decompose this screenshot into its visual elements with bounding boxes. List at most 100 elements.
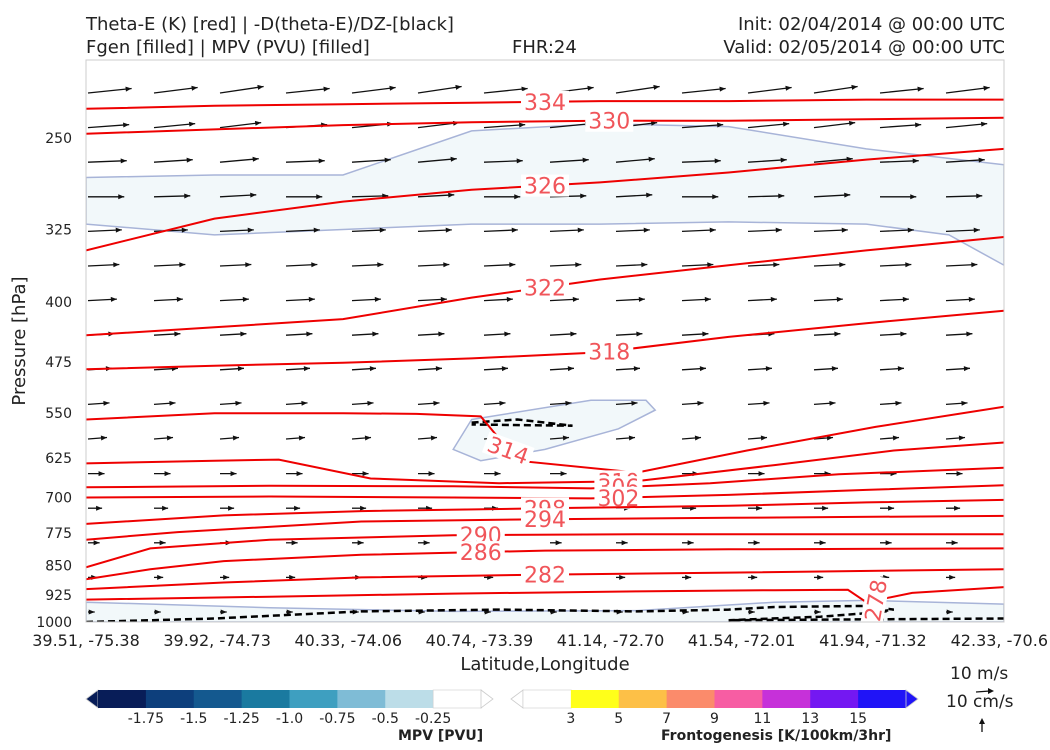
wind-vector-head (892, 435, 900, 441)
colorbar-swatch (666, 690, 715, 708)
wind-vector-head (237, 366, 244, 372)
axes: 250 325 400 475 550 625 700 775 850 925 100039.51,… (9, 59, 1048, 675)
wind-vector-head (118, 194, 125, 200)
wind-vector-head (494, 471, 501, 477)
wind-vector-head (103, 400, 110, 406)
wind-vector-head (521, 86, 528, 92)
colorbar-swatch (337, 690, 386, 708)
wind-vector-head (311, 262, 318, 268)
wind-vector-head (306, 331, 313, 337)
wind-vector-head (565, 400, 572, 406)
wind-vector (747, 122, 790, 129)
wind-vector-head (562, 435, 570, 441)
theta-e-contour-294 (86, 514, 1004, 541)
wind-vector-head (966, 331, 973, 337)
init-time: Init: 02/04/2014 @ 00:00 UTC (737, 14, 1005, 35)
fgen-colorbar-label: Frontogenesis [K/100km/3hr] (661, 728, 892, 744)
wind-vector (747, 159, 787, 163)
colorbar-tick-1: 3 (566, 711, 575, 727)
colorbar-end (510, 689, 524, 709)
wind-vector-head (169, 400, 176, 406)
wind-vector (351, 195, 389, 198)
colorbars: -1.75 -1.5 -1.25 -1.0 -0.75 -0.5 -0.25 3 5 7 9 11 13… (85, 689, 919, 727)
wind-vector (747, 195, 785, 198)
wind-scale (975, 688, 994, 732)
wind-vector-head (360, 505, 367, 511)
wind-vector-head (834, 331, 841, 337)
x-tick-label: 42.33, -70.6 (951, 631, 1048, 650)
wind-vector-head (511, 227, 518, 233)
x-tick-label: 39.92, -74.73 (163, 631, 271, 650)
wind-vector-head (717, 122, 724, 128)
colorbar-tick-1: 5 (614, 711, 623, 727)
wind-vector (615, 85, 660, 94)
wind-vector-head (435, 366, 442, 372)
wind-vector-head (587, 85, 594, 91)
wind-vector-head (973, 227, 980, 233)
wind-vector-head (313, 227, 320, 233)
y-tick-label: 250 (45, 131, 72, 147)
valid-time: Valid: 02/05/2014 @ 00:00 UTC (723, 37, 1005, 58)
wind-vector-head (836, 296, 843, 302)
wind-vector (681, 160, 721, 163)
wind-vector-head (709, 227, 716, 233)
wind-vector-head (758, 471, 765, 477)
wind-vector-head (100, 435, 108, 441)
colorbar-swatch (241, 690, 290, 708)
colorbar-swatch (193, 690, 243, 708)
wind-vector-head (443, 262, 450, 268)
wind-vector-head (782, 121, 790, 127)
wind-vector-head (650, 120, 658, 126)
y-tick-label: 925 (45, 588, 72, 604)
wind-vector-head (636, 331, 643, 337)
wind-vector-head (756, 505, 763, 511)
theta-e-contour-310 (86, 441, 1004, 485)
theta-e-label-bg (860, 574, 891, 622)
wind-vector-head (822, 505, 829, 511)
wind-vector-head (428, 471, 435, 477)
theta-e-label: 330 (588, 110, 630, 135)
wind-vector-head (951, 540, 958, 546)
wind-vector (351, 86, 396, 94)
wind-vector-head (770, 296, 777, 302)
wind-vector-head (582, 157, 589, 163)
wind-vector (549, 122, 592, 129)
wind-vector-head (895, 400, 902, 406)
wind-vector-head (570, 331, 577, 337)
colorbar-tick-0: -1.75 (128, 711, 164, 727)
wind-vector-head (888, 505, 895, 511)
wind-vector-head (252, 156, 259, 162)
wind-vector-head (230, 471, 237, 477)
wind-vector-head (123, 122, 130, 128)
wind-vector-head (423, 540, 430, 546)
wind-vector-head (980, 121, 988, 127)
wind-vector (879, 123, 922, 129)
wind-vector-head (308, 296, 315, 302)
wind-vector-head (917, 86, 924, 92)
y-axis-label: Pressure [hPa] (9, 276, 30, 405)
wind-vector-head (220, 609, 227, 615)
stability-contour (86, 604, 1004, 622)
theta-e-label: 326 (524, 175, 566, 200)
colorbar-swatch (714, 690, 763, 708)
wind-vector-head (364, 435, 372, 441)
wind-vector (153, 122, 196, 129)
wind-vector-head (362, 471, 369, 477)
wind-vector-head (242, 296, 249, 302)
forecast-hour: FHR:24 (512, 37, 577, 58)
plot-frame (85, 59, 1005, 623)
wind-vector-head (631, 400, 638, 406)
wind-vector-head (247, 227, 254, 233)
theta-e-contour-286 (86, 547, 1004, 581)
wind-vector-head (646, 192, 653, 198)
wind-vector (813, 121, 856, 129)
wind-vector-head (245, 262, 252, 268)
wind-vector-head (113, 262, 120, 268)
theta-e-label: 318 (588, 340, 630, 365)
wind-vector-head (968, 296, 975, 302)
theta-e-label-bg (521, 174, 569, 197)
wind-vector-head (775, 227, 782, 233)
wind-vector-head (110, 296, 117, 302)
x-tick-label: 41.54, -72.01 (688, 631, 796, 650)
wind-vector-head (778, 193, 785, 199)
